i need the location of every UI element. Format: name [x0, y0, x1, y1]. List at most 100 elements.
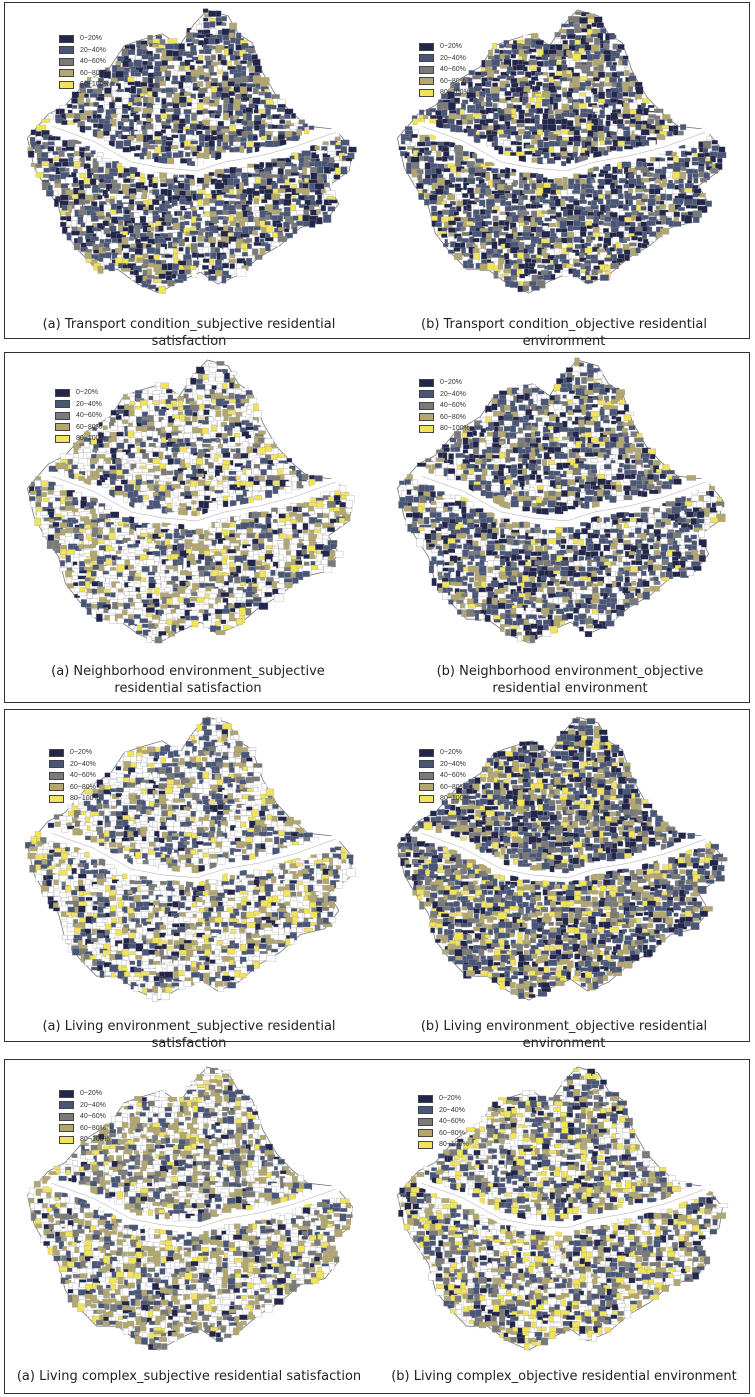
district-cell [189, 50, 198, 56]
district-cell [623, 414, 632, 421]
panel-neighborhood: 0~20% 20~40% 40~60% 60~80% 80~100% 0~20% 20~4… [4, 352, 750, 703]
district-cell [78, 199, 86, 206]
district-cell [235, 44, 243, 51]
district-cell [628, 425, 636, 431]
district-cell [416, 182, 424, 189]
district-cell [122, 569, 130, 575]
district-cell [511, 182, 517, 187]
district-cell [29, 496, 36, 502]
district-cell [647, 118, 655, 124]
district-cell [435, 222, 442, 228]
district-cell [198, 134, 205, 142]
district-cell [114, 490, 125, 496]
legend-label: 80~100% [80, 81, 110, 89]
district-cell [491, 241, 498, 250]
district-cell [612, 43, 618, 50]
district-cell [623, 130, 631, 138]
district-cell [594, 37, 601, 45]
district-cell [529, 64, 538, 70]
district-cell [597, 260, 605, 265]
district-cell [203, 17, 209, 22]
district-cell [628, 183, 635, 189]
district-cell [104, 96, 112, 103]
district-cell [124, 209, 130, 215]
district-cell [191, 206, 197, 211]
district-cell [166, 221, 172, 227]
district-cell [208, 65, 214, 73]
district-cell [141, 565, 151, 572]
district-cell [222, 452, 231, 458]
district-cell [453, 86, 460, 92]
district-cell [628, 86, 634, 93]
district-cell [443, 123, 452, 129]
district-cell [264, 189, 273, 195]
district-cell [295, 199, 301, 206]
district-cell [145, 607, 155, 613]
district-cell [334, 136, 341, 141]
district-cell [121, 268, 131, 272]
district-cell [178, 625, 185, 631]
district-cell [204, 48, 212, 55]
district-cell [329, 167, 335, 172]
district-cell [252, 543, 259, 551]
district-cell [208, 468, 215, 473]
district-cell [65, 555, 71, 564]
district-cell [677, 206, 685, 211]
district-cell [239, 512, 247, 520]
district-cell [611, 194, 617, 200]
district-cell [172, 592, 181, 598]
district-cell [91, 188, 99, 193]
district-cell [473, 134, 481, 144]
district-cell [404, 152, 410, 159]
district-cell [154, 146, 162, 155]
district-cell [192, 82, 199, 91]
district-cell [480, 163, 490, 169]
district-cell [537, 157, 544, 165]
district-cell [466, 211, 472, 218]
district-cell [310, 172, 319, 180]
district-cell [535, 198, 541, 203]
district-cell [152, 182, 158, 189]
district-cell [316, 166, 324, 174]
district-cell [640, 206, 647, 211]
district-cell [184, 269, 191, 275]
district-cell [192, 577, 200, 583]
district-cell [116, 475, 125, 480]
district-cell [335, 167, 341, 176]
district-cell [246, 533, 256, 539]
district-cell [191, 56, 199, 61]
district-cell [239, 137, 247, 142]
district-cell [504, 404, 510, 411]
district-cell [517, 71, 525, 75]
district-cell [197, 81, 204, 87]
district-cell [604, 205, 611, 212]
district-cell [96, 613, 103, 622]
district-cell [233, 216, 242, 222]
district-cell [253, 226, 261, 231]
district-cell [202, 613, 209, 622]
district-cell [618, 399, 625, 405]
district-cell [90, 430, 98, 436]
district-cell [135, 144, 141, 151]
district-cell [53, 161, 62, 167]
district-cell [183, 469, 189, 476]
district-cell [147, 284, 157, 290]
district-cell [134, 550, 145, 555]
district-cell [593, 216, 600, 225]
district-cell [89, 178, 97, 186]
district-cell [184, 388, 193, 393]
district-cell [593, 265, 601, 270]
district-cell [519, 273, 529, 279]
district-cell [53, 190, 59, 196]
district-cell [197, 479, 206, 486]
district-cell [279, 119, 286, 124]
district-cell [322, 141, 329, 146]
district-cell [197, 612, 203, 617]
legend-label: 60~80% [440, 77, 466, 85]
district-cell [79, 569, 87, 574]
district-cell [466, 221, 474, 226]
district-cell [78, 581, 87, 587]
district-cell [67, 152, 75, 157]
district-cell [581, 377, 587, 384]
district-cell [111, 238, 119, 243]
